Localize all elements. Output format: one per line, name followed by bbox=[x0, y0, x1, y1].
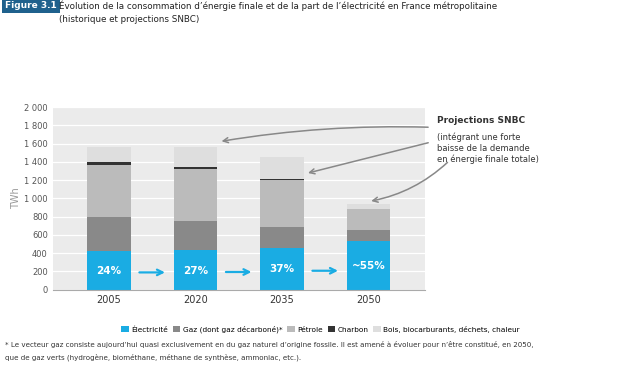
Bar bbox=[347, 230, 390, 241]
Bar bbox=[260, 180, 304, 227]
Text: Figure 3.1: Figure 3.1 bbox=[5, 1, 56, 10]
Text: (historique et projections SNBC): (historique et projections SNBC) bbox=[59, 15, 199, 24]
Bar bbox=[174, 147, 217, 167]
Text: 24%: 24% bbox=[96, 266, 122, 276]
Bar bbox=[174, 169, 217, 221]
Bar bbox=[347, 204, 390, 209]
Text: Projections SNBC: Projections SNBC bbox=[437, 116, 525, 125]
Bar bbox=[323, 107, 414, 290]
Bar bbox=[87, 217, 131, 251]
Bar bbox=[63, 107, 154, 290]
Bar bbox=[150, 107, 241, 290]
Text: ~55%: ~55% bbox=[352, 261, 386, 272]
Bar bbox=[260, 157, 304, 179]
Text: (intégrant une forte
baisse de la demande
en énergie finale totale): (intégrant une forte baisse de la demand… bbox=[437, 133, 539, 164]
Bar bbox=[87, 165, 131, 217]
Bar bbox=[260, 227, 304, 248]
Bar bbox=[87, 147, 131, 162]
Text: que de gaz verts (hydrogène, biométhane, méthane de synthèse, ammoniac, etc.).: que de gaz verts (hydrogène, biométhane,… bbox=[5, 353, 301, 361]
Bar bbox=[87, 162, 131, 165]
Text: * Le vecteur gaz consiste aujourd’hui quasi exclusivement en du gaz naturel d’or: * Le vecteur gaz consiste aujourd’hui qu… bbox=[5, 341, 533, 348]
Text: 27%: 27% bbox=[183, 266, 208, 276]
Legend: Électricité, Gaz (dont gaz décarboné)*, Pétrole, Charbon, Bois, biocarburants, d: Électricité, Gaz (dont gaz décarboné)*, … bbox=[118, 323, 523, 336]
Text: Évolution de la consommation d’énergie finale et de la part de l’électricité en : Évolution de la consommation d’énergie f… bbox=[59, 1, 497, 11]
Y-axis label: TWh: TWh bbox=[11, 187, 21, 209]
Bar bbox=[347, 241, 390, 290]
Bar bbox=[174, 251, 217, 290]
Bar bbox=[174, 167, 217, 169]
Text: 37%: 37% bbox=[270, 265, 294, 275]
Bar bbox=[174, 221, 217, 251]
Bar bbox=[87, 251, 131, 290]
Bar bbox=[260, 179, 304, 180]
Bar bbox=[260, 248, 304, 290]
Bar bbox=[347, 209, 390, 230]
Bar bbox=[237, 107, 327, 290]
